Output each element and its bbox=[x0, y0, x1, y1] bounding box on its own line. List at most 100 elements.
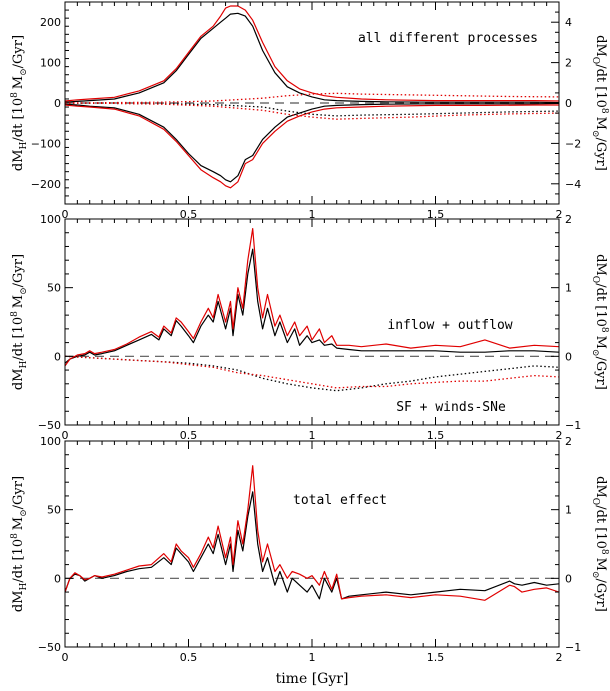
x-tick-label: 1.5 bbox=[427, 208, 445, 221]
series-line-3 bbox=[65, 104, 559, 189]
y-tick-right-label: 2 bbox=[565, 435, 572, 448]
x-tick-label: 0 bbox=[62, 651, 69, 664]
x-tick-label: 0 bbox=[62, 208, 69, 221]
series-line-0 bbox=[65, 248, 559, 364]
label-part: ⊙ bbox=[19, 509, 29, 517]
y-axis-label-left: dMH/dt [108 M⊙/Gyr] bbox=[10, 254, 29, 390]
y-tick-right-label: 0 bbox=[565, 97, 572, 110]
series-line-3 bbox=[65, 355, 559, 389]
series-line-2 bbox=[65, 102, 559, 183]
label-part: O bbox=[590, 276, 600, 283]
label-part: 8 bbox=[10, 533, 20, 539]
y-tick-right-label: −4 bbox=[565, 178, 581, 191]
label-part: ⊙ bbox=[19, 68, 29, 76]
label-part: ⊙ bbox=[19, 287, 29, 295]
series-line-5 bbox=[65, 92, 559, 104]
series-line-1 bbox=[65, 5, 559, 102]
label-part: 8 bbox=[599, 327, 609, 333]
label-part: H bbox=[19, 360, 29, 368]
annotation: inflow + outflow bbox=[387, 318, 512, 333]
series-line-2 bbox=[65, 355, 559, 392]
y-tick-label: −200 bbox=[31, 178, 61, 191]
label-part: /Gyr] bbox=[593, 356, 608, 389]
y-axis-label-right: dMO/dt [108 M⊙/Gyr] bbox=[590, 35, 609, 171]
x-tick-label: 0.5 bbox=[180, 429, 198, 442]
label-part: H bbox=[19, 582, 29, 590]
label-part: dM bbox=[593, 35, 608, 57]
x-tick-label: 1 bbox=[309, 208, 316, 221]
label-part: O bbox=[590, 498, 600, 505]
series-line-1 bbox=[65, 228, 559, 367]
y-tick-label: −50 bbox=[38, 641, 61, 654]
y-tick-right-label: 1 bbox=[565, 504, 572, 517]
y-axis-label-right: dMO/dt [108 M⊙/Gyr] bbox=[590, 254, 609, 390]
label-part: ⊙ bbox=[590, 349, 600, 357]
label-part: /dt [10 bbox=[11, 98, 26, 142]
y-tick-label: 100 bbox=[40, 213, 61, 226]
label-part: dM bbox=[593, 254, 608, 276]
label-part: 8 bbox=[599, 108, 609, 114]
label-part: 8 bbox=[10, 92, 20, 98]
y-tick-label: 100 bbox=[40, 435, 61, 448]
series-line-0 bbox=[65, 12, 559, 104]
label-part: dM bbox=[11, 368, 26, 390]
y-tick-right-label: −1 bbox=[565, 419, 581, 432]
x-tick-label: 2 bbox=[556, 651, 563, 664]
label-part: H bbox=[19, 141, 29, 149]
label-part: ⊙ bbox=[590, 130, 600, 138]
y-axis-label-left: dMH/dt [108 M⊙/Gyr] bbox=[10, 35, 29, 171]
x-tick-label: 1 bbox=[309, 651, 316, 664]
label-part: dM bbox=[593, 476, 608, 498]
y-tick-right-label: 1 bbox=[565, 282, 572, 295]
annotation: all different processes bbox=[358, 31, 538, 46]
label-part: /dt [10 bbox=[11, 539, 26, 583]
y-axis-label-right: dMO/dt [108 M⊙/Gyr] bbox=[590, 476, 609, 612]
label-part: dM bbox=[11, 149, 26, 171]
label-part: /Gyr] bbox=[11, 35, 26, 68]
y-tick-right-label: 2 bbox=[565, 213, 572, 226]
y-tick-label: 0 bbox=[54, 97, 61, 110]
y-tick-right-label: 4 bbox=[565, 16, 572, 29]
label-part: /dt [10 bbox=[593, 505, 608, 549]
series-line-6 bbox=[65, 102, 559, 120]
x-tick-label: 2 bbox=[556, 208, 563, 221]
y-tick-label: 200 bbox=[40, 16, 61, 29]
y-tick-right-label: 0 bbox=[565, 572, 572, 585]
label-part: /dt [10 bbox=[593, 64, 608, 108]
label-part: O bbox=[590, 57, 600, 64]
label-part: /Gyr] bbox=[593, 578, 608, 611]
label-part: /Gyr] bbox=[11, 476, 26, 509]
x-tick-label: 0.5 bbox=[180, 651, 198, 664]
y-tick-label: 0 bbox=[54, 572, 61, 585]
label-part: dM bbox=[11, 590, 26, 612]
series-line-0 bbox=[65, 491, 559, 600]
x-tick-label: 0.5 bbox=[180, 208, 198, 221]
x-tick-label: 1 bbox=[309, 429, 316, 442]
series-group bbox=[65, 228, 559, 392]
annotation: total effect bbox=[293, 493, 387, 508]
x-tick-label: 2 bbox=[556, 429, 563, 442]
y-tick-label: 0 bbox=[54, 350, 61, 363]
series-line-1 bbox=[65, 465, 559, 601]
label-part: 8 bbox=[10, 311, 20, 317]
y-tick-label: 50 bbox=[47, 504, 61, 517]
y-tick-right-label: 0 bbox=[565, 350, 572, 363]
y-axis-label-left: dMH/dt [108 M⊙/Gyr] bbox=[10, 476, 29, 612]
y-tick-right-label: 2 bbox=[565, 57, 572, 70]
x-tick-label: 1.5 bbox=[427, 429, 445, 442]
label-part: M bbox=[593, 336, 608, 349]
x-axis-label: time [Gyr] bbox=[276, 671, 349, 687]
y-tick-right-label: −1 bbox=[565, 641, 581, 654]
label-part: /Gyr] bbox=[593, 137, 608, 170]
label-part: M bbox=[593, 558, 608, 571]
y-tick-label: 50 bbox=[47, 282, 61, 295]
label-part: M bbox=[593, 117, 608, 130]
label-part: M bbox=[11, 76, 26, 89]
label-part: /dt [10 bbox=[593, 283, 608, 327]
annotation-secondary: SF + winds-SNe bbox=[396, 400, 506, 415]
y-tick-label: 100 bbox=[40, 57, 61, 70]
y-tick-label: −100 bbox=[31, 137, 61, 150]
label-part: /dt [10 bbox=[11, 317, 26, 361]
